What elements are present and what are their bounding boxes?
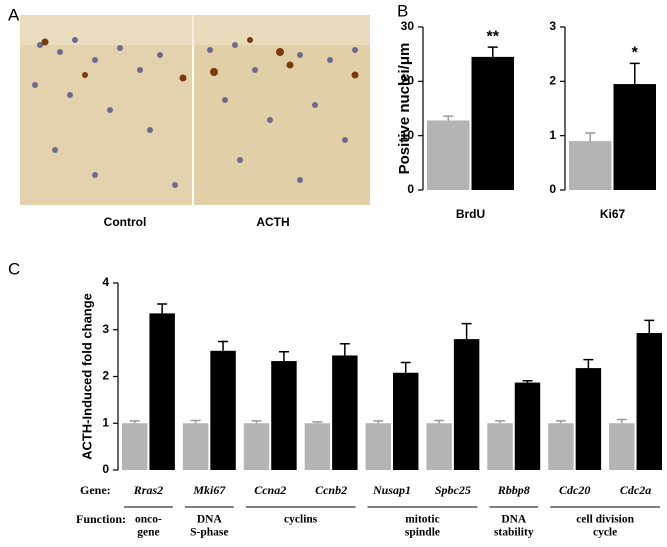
annotation: ** xyxy=(487,28,500,45)
y-tick-label: 0 xyxy=(102,462,109,476)
x-tick-label: Mki67 xyxy=(192,483,226,497)
y-tick-label: 4 xyxy=(102,275,109,289)
bar xyxy=(575,368,602,470)
error-bar xyxy=(616,418,627,424)
x-tick-label: Spbc25 xyxy=(435,483,471,497)
bar xyxy=(271,361,297,470)
y-axis-label: Positive nuclei/μm xyxy=(396,43,413,175)
bar xyxy=(304,423,331,470)
x-tick-label: Nusap1 xyxy=(372,483,411,497)
bar xyxy=(426,423,452,470)
bar xyxy=(122,423,148,470)
gene-label: Gene: xyxy=(80,483,111,497)
panel-label: A xyxy=(8,5,20,24)
bar xyxy=(514,382,541,470)
error-bar xyxy=(190,419,201,424)
y-tick-label: 0 xyxy=(407,182,414,196)
error-bar xyxy=(585,132,596,142)
function-name: cycle xyxy=(593,527,617,539)
error-bar xyxy=(312,421,323,424)
function-name: spindle xyxy=(405,527,440,539)
error-bar xyxy=(157,303,168,314)
error-bar xyxy=(583,358,594,369)
error-bar xyxy=(487,46,498,57)
x-tick-label: Ccna2 xyxy=(254,483,286,497)
bar xyxy=(636,333,662,470)
function-name: gene xyxy=(137,527,159,539)
panel-label: C xyxy=(8,259,20,278)
bar xyxy=(149,313,175,470)
x-tick-label: Rras2 xyxy=(133,483,163,497)
y-tick-label: 20 xyxy=(401,74,415,88)
bar xyxy=(471,56,514,191)
control-image xyxy=(20,15,192,205)
function-name: DNA xyxy=(197,514,223,526)
y-tick-label: 10 xyxy=(401,128,415,142)
micrographs xyxy=(20,15,370,205)
x-tick-label: Cdc2a xyxy=(620,483,651,497)
y-tick-label: 2 xyxy=(102,369,109,383)
error-bar xyxy=(278,350,289,362)
x-tick-label: BrdU xyxy=(456,207,485,221)
image-edge xyxy=(20,15,370,45)
error-bar xyxy=(373,420,384,424)
y-tick-label: 1 xyxy=(102,415,109,429)
x-tick-label: Ccnb2 xyxy=(315,483,347,497)
error-bar xyxy=(129,420,140,424)
y-tick-label: 3 xyxy=(102,322,109,336)
bar xyxy=(453,339,480,470)
error-bar xyxy=(495,420,506,424)
y-tick-label: 1 xyxy=(549,128,556,142)
bar xyxy=(332,355,358,470)
error-bar xyxy=(461,322,472,340)
error-bar xyxy=(434,419,445,424)
error-bar xyxy=(555,420,566,424)
bar xyxy=(393,372,419,470)
bar xyxy=(613,84,656,190)
error-bar xyxy=(400,361,411,373)
bar xyxy=(487,423,513,470)
error-bar xyxy=(522,379,533,383)
function-name: DNA xyxy=(501,514,527,526)
bar xyxy=(548,423,574,470)
error-bar xyxy=(629,62,640,85)
y-tick-label: 30 xyxy=(401,19,415,33)
error-bar xyxy=(251,420,262,424)
function-name: cyclins xyxy=(284,514,318,526)
image-label: Control xyxy=(104,215,147,229)
error-bar xyxy=(644,319,655,334)
x-tick-label: Ki67 xyxy=(600,207,626,221)
bar xyxy=(182,423,209,470)
image-label: ACTH xyxy=(256,215,289,229)
function-name: mitotic xyxy=(405,514,439,526)
y-tick-label: 2 xyxy=(549,74,556,88)
error-bar xyxy=(443,115,454,121)
x-tick-label: Cdc20 xyxy=(559,483,590,497)
y-tick-label: 3 xyxy=(549,19,556,33)
error-bar xyxy=(218,340,229,351)
function-name: cell division xyxy=(576,514,634,526)
nuclei xyxy=(32,37,358,188)
error-bar xyxy=(339,343,350,356)
stained-nuclei xyxy=(41,37,359,82)
bar xyxy=(365,423,391,470)
bar xyxy=(243,423,270,470)
function-name: stability xyxy=(494,527,534,539)
y-axis-label: ACTH-Induced fold change xyxy=(79,293,94,460)
function-name: onco- xyxy=(135,514,162,526)
y-tick-label: 0 xyxy=(549,182,556,196)
x-tick-label: Rbbp8 xyxy=(497,483,530,497)
bar xyxy=(569,141,612,190)
acth-image xyxy=(194,15,370,205)
function-label: Function: xyxy=(76,512,126,526)
bar xyxy=(427,120,470,190)
panel-label: B xyxy=(397,1,408,20)
function-name: S-phase xyxy=(190,527,228,539)
annotation: * xyxy=(632,45,639,62)
bar xyxy=(210,350,236,470)
bar xyxy=(609,423,635,470)
